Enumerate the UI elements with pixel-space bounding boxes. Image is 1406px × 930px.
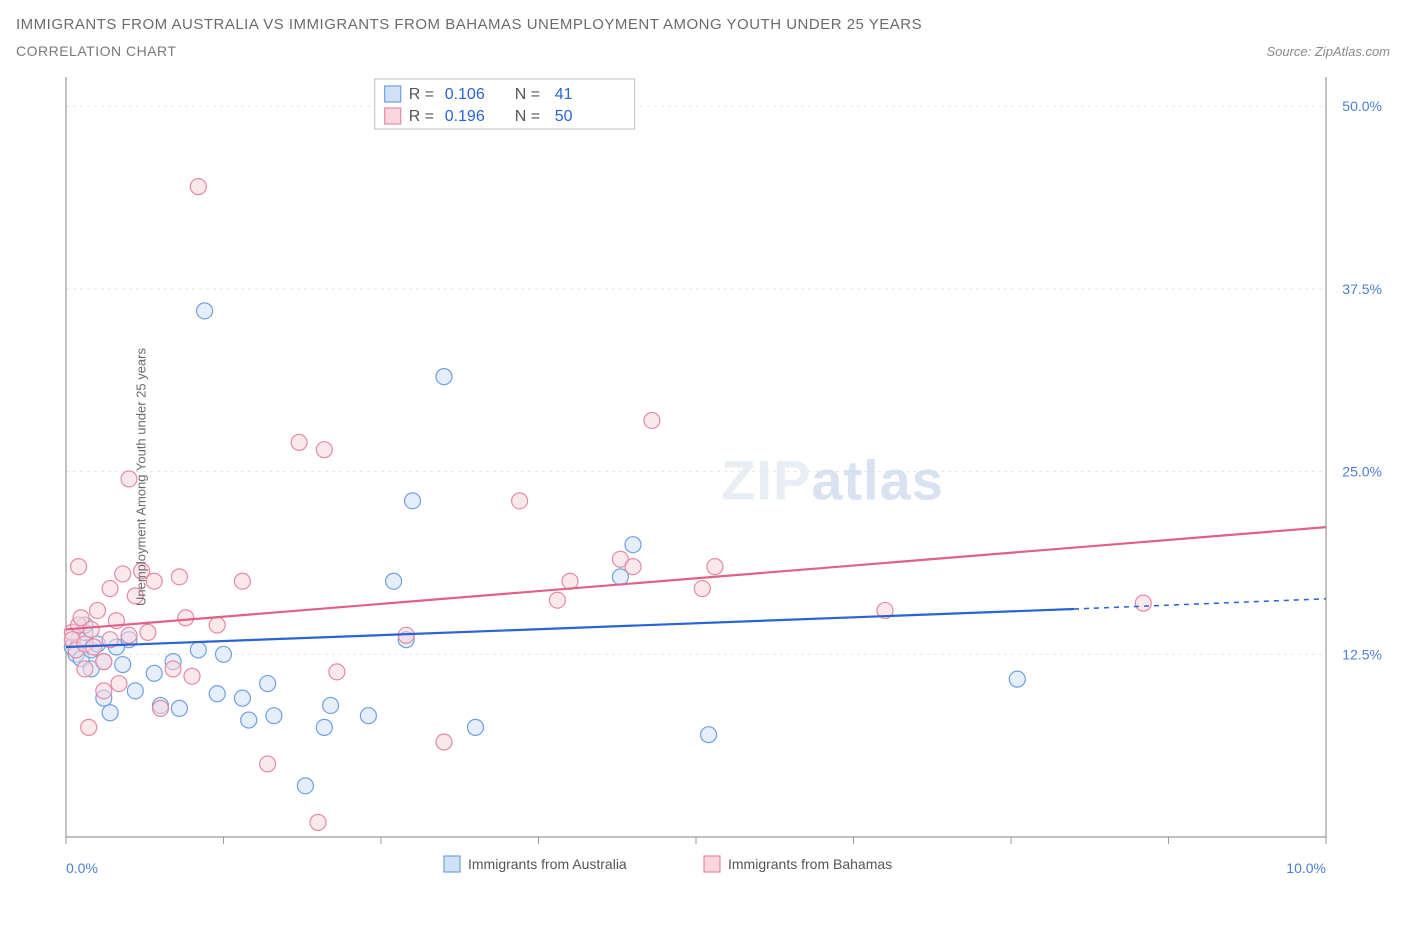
- svg-text:R =: R =: [409, 86, 434, 103]
- data-point: [297, 778, 313, 794]
- y-axis-label: Unemployment Among Youth under 25 years: [134, 348, 149, 606]
- data-point: [405, 493, 421, 509]
- data-point: [121, 627, 137, 643]
- data-point: [241, 712, 257, 728]
- chart-title: IMMIGRANTS FROM AUSTRALIA VS IMMIGRANTS …: [16, 16, 1390, 33]
- svg-text:N =: N =: [515, 108, 540, 125]
- data-point: [102, 705, 118, 721]
- data-point: [329, 664, 345, 680]
- x-tick-label: 0.0%: [66, 860, 98, 876]
- data-point: [111, 676, 127, 692]
- data-point: [1009, 671, 1025, 687]
- data-point: [115, 657, 131, 673]
- data-point: [234, 690, 250, 706]
- data-point: [165, 661, 181, 677]
- x-tick-label: 10.0%: [1286, 860, 1326, 876]
- data-point: [96, 683, 112, 699]
- scatter-chart: 12.5% 25.0% 37.5% 50.0% ZIPatlas 0.0% 10.0% Imm…: [16, 67, 1390, 887]
- data-point: [71, 559, 87, 575]
- svg-text:41: 41: [555, 86, 573, 103]
- trend-line-extrapolated: [1074, 599, 1326, 609]
- data-point: [140, 624, 156, 640]
- y-tick-label: 50.0%: [1342, 98, 1382, 114]
- data-point: [81, 719, 97, 735]
- legend-label: Immigrants from Australia: [468, 856, 627, 872]
- legend-label: Immigrants from Bahamas: [728, 856, 892, 872]
- data-point: [562, 573, 578, 589]
- data-point: [310, 814, 326, 830]
- data-point: [625, 537, 641, 553]
- data-point: [146, 665, 162, 681]
- data-point: [707, 559, 723, 575]
- svg-text:R =: R =: [409, 108, 434, 125]
- data-point: [260, 676, 276, 692]
- data-point: [316, 442, 332, 458]
- data-point: [171, 700, 187, 716]
- y-tick-label: 25.0%: [1342, 464, 1382, 480]
- data-point: [96, 654, 112, 670]
- data-point: [512, 493, 528, 509]
- data-point: [190, 642, 206, 658]
- svg-text:0.196: 0.196: [445, 108, 485, 125]
- legend-swatch: [704, 856, 720, 872]
- data-point: [386, 573, 402, 589]
- data-point: [549, 592, 565, 608]
- data-point: [436, 734, 452, 750]
- data-point: [171, 569, 187, 585]
- chart-subtitle: CORRELATION CHART: [16, 43, 176, 59]
- data-point: [644, 412, 660, 428]
- data-point: [291, 434, 307, 450]
- data-point: [323, 697, 339, 713]
- data-point: [184, 668, 200, 684]
- data-point: [127, 683, 143, 699]
- trend-line: [66, 527, 1326, 629]
- data-point: [115, 566, 131, 582]
- data-point: [468, 719, 484, 735]
- data-point: [436, 369, 452, 385]
- data-point: [694, 581, 710, 597]
- svg-text:0.106: 0.106: [445, 86, 485, 103]
- y-tick-label: 37.5%: [1342, 281, 1382, 297]
- data-point: [90, 602, 106, 618]
- data-point: [190, 179, 206, 195]
- data-point: [316, 719, 332, 735]
- data-point: [234, 573, 250, 589]
- chart-area: Unemployment Among Youth under 25 years …: [16, 67, 1390, 887]
- data-point: [701, 727, 717, 743]
- data-point: [153, 700, 169, 716]
- data-point: [83, 621, 99, 637]
- data-point: [197, 303, 213, 319]
- data-point: [102, 581, 118, 597]
- y-tick-label: 12.5%: [1342, 646, 1382, 662]
- data-point: [209, 686, 225, 702]
- data-point: [209, 617, 225, 633]
- svg-text:N =: N =: [515, 86, 540, 103]
- data-point: [77, 661, 93, 677]
- data-point: [146, 573, 162, 589]
- watermark: ZIPatlas: [721, 449, 944, 512]
- data-point: [178, 610, 194, 626]
- data-point: [1135, 595, 1151, 611]
- data-point: [216, 646, 232, 662]
- svg-text:50: 50: [555, 108, 573, 125]
- data-point: [260, 756, 276, 772]
- data-point: [266, 708, 282, 724]
- data-point: [625, 559, 641, 575]
- source-label: Source: ZipAtlas.com: [1266, 44, 1390, 59]
- legend-swatch: [444, 856, 460, 872]
- data-point: [360, 708, 376, 724]
